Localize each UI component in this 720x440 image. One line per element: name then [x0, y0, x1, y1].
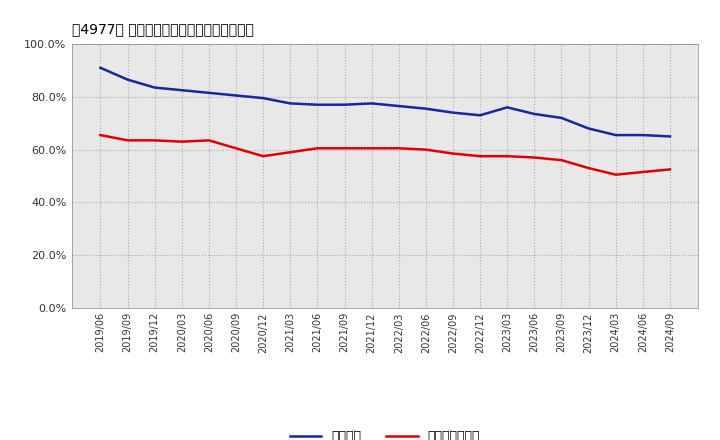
固定長期適合率 [395, 146, 403, 151]
固定長期適合率 [530, 155, 539, 160]
固定比率 [639, 132, 647, 138]
固定長期適合率 [96, 132, 105, 138]
固定比率 [395, 103, 403, 109]
固定比率 [367, 101, 376, 106]
固定比率 [178, 88, 186, 93]
固定長期適合率 [476, 154, 485, 159]
固定比率 [530, 111, 539, 117]
固定比率 [421, 106, 430, 111]
固定比率 [232, 93, 240, 98]
固定比率 [611, 132, 620, 138]
固定長期適合率 [178, 139, 186, 144]
固定長期適合率 [503, 154, 511, 159]
固定長期適合率 [204, 138, 213, 143]
固定長期適合率 [341, 146, 349, 151]
固定比率 [476, 113, 485, 118]
固定比率 [259, 95, 268, 101]
固定比率 [313, 102, 322, 107]
固定長期適合率 [259, 154, 268, 159]
固定長期適合率 [449, 151, 457, 156]
固定長期適合率 [367, 146, 376, 151]
固定長期適合率 [639, 169, 647, 175]
固定比率 [503, 105, 511, 110]
Legend: 固定比率, 固定長期適合率: 固定比率, 固定長期適合率 [285, 425, 485, 440]
固定比率 [123, 77, 132, 82]
固定長期適合率 [665, 167, 674, 172]
固定長期適合率 [584, 165, 593, 171]
固定比率 [584, 126, 593, 131]
固定比率 [286, 101, 294, 106]
固定長期適合率 [611, 172, 620, 177]
固定比率 [341, 102, 349, 107]
固定比率 [449, 110, 457, 115]
Line: 固定長期適合率: 固定長期適合率 [101, 135, 670, 175]
固定長期適合率 [313, 146, 322, 151]
固定長期適合率 [286, 150, 294, 155]
固定比率 [150, 85, 159, 90]
固定比率 [665, 134, 674, 139]
固定長期適合率 [421, 147, 430, 152]
固定長期適合率 [123, 138, 132, 143]
固定比率 [204, 90, 213, 95]
固定長期適合率 [150, 138, 159, 143]
Line: 固定比率: 固定比率 [101, 68, 670, 136]
固定比率 [557, 115, 566, 121]
固定長期適合率 [232, 146, 240, 151]
固定長期適合率 [557, 158, 566, 163]
Text: ［4977］ 固定比率、固定長期適合率の推移: ［4977］ 固定比率、固定長期適合率の推移 [72, 22, 254, 36]
固定比率 [96, 65, 105, 70]
